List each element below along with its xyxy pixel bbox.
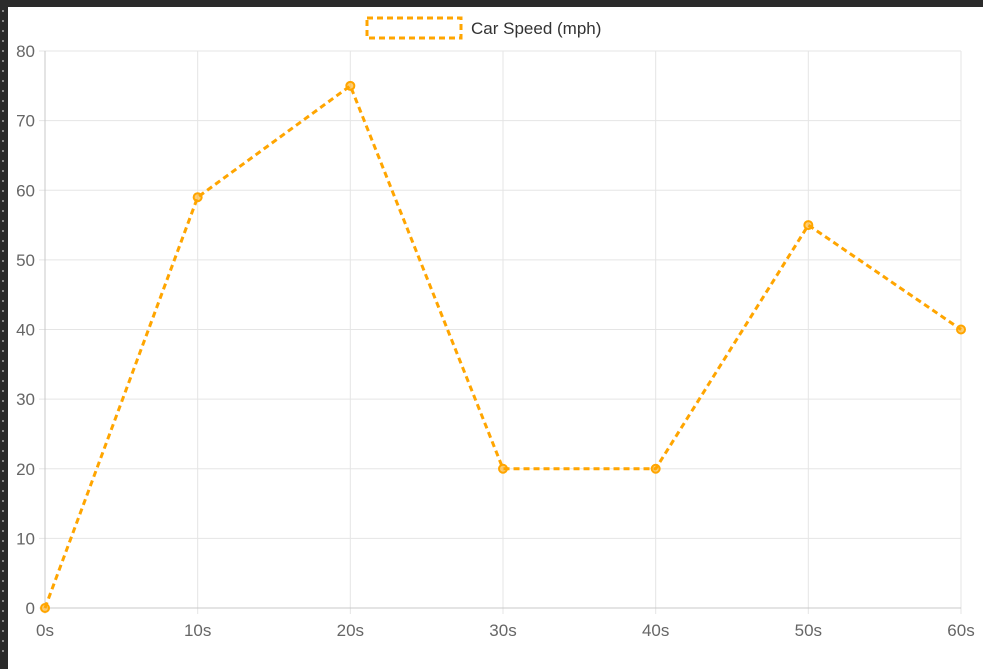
window-frame-top bbox=[0, 0, 983, 7]
y-tick-label: 40 bbox=[16, 321, 35, 340]
x-tick-label: 30s bbox=[489, 621, 516, 640]
x-tick-label: 20s bbox=[337, 621, 364, 640]
y-tick-label: 0 bbox=[26, 599, 35, 618]
data-point bbox=[650, 463, 661, 474]
y-tick-label: 20 bbox=[16, 460, 35, 479]
data-point bbox=[40, 603, 50, 613]
legend-swatch bbox=[365, 16, 463, 40]
x-axis-ticks: 0s 10s 20s 30s 40s 50s 60s bbox=[36, 621, 975, 640]
data-point bbox=[803, 220, 814, 231]
x-tick-label: 50s bbox=[795, 621, 822, 640]
legend-label: Car Speed (mph) bbox=[471, 19, 601, 38]
x-tick-label: 0s bbox=[36, 621, 54, 640]
x-tick-label: 60s bbox=[947, 621, 974, 640]
data-point bbox=[345, 80, 356, 91]
data-point bbox=[956, 324, 966, 335]
window-frame-left bbox=[0, 0, 8, 669]
y-axis-ticks: 0 10 20 30 40 50 60 70 80 bbox=[16, 42, 35, 618]
x-tick-label: 10s bbox=[184, 621, 211, 640]
y-tick-label: 50 bbox=[16, 251, 35, 270]
chart-legend[interactable]: Car Speed (mph) bbox=[365, 16, 601, 40]
data-point bbox=[192, 192, 203, 203]
y-tick-label: 80 bbox=[16, 42, 35, 61]
y-tick-label: 70 bbox=[16, 112, 35, 131]
y-tick-label: 60 bbox=[16, 181, 35, 200]
data-points bbox=[40, 80, 966, 613]
x-tick-label: 40s bbox=[642, 621, 669, 640]
y-tick-label: 10 bbox=[16, 529, 35, 548]
grid-lines bbox=[39, 50, 962, 614]
data-point bbox=[498, 463, 508, 474]
axes bbox=[44, 51, 961, 609]
y-tick-label: 30 bbox=[16, 390, 35, 409]
